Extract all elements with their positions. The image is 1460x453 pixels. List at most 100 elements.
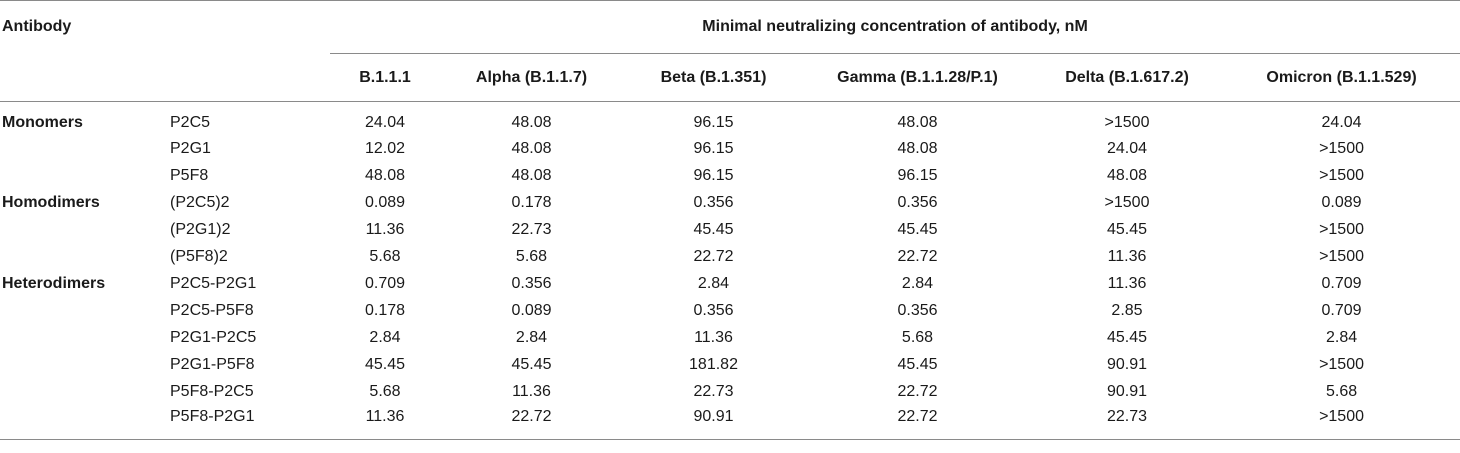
concentration-cell: 11.36: [365, 220, 405, 238]
concentration-cell: 48.08: [511, 139, 552, 157]
concentration-cell: 2.84: [515, 328, 548, 346]
group-label: [0, 216, 168, 243]
antibody-name: P2C5: [170, 113, 211, 131]
header-row-top: Antibody Minimal neutralizing concentrat…: [0, 0, 1460, 54]
group-label: [0, 297, 168, 324]
concentration-cell: 22.72: [897, 382, 938, 400]
concentration-cell: 96.15: [693, 139, 734, 157]
concentration-cell: >1500: [1104, 113, 1150, 131]
concentration-cell: 11.36: [1107, 274, 1147, 292]
table-row: P2G1 12.02 48.08 96.15 48.08 24.04 >1500: [0, 135, 1460, 162]
table-row: P2C5-P5F8 0.178 0.089 0.356 0.356 2.85 0.709: [0, 297, 1460, 324]
concentration-cell: 0.178: [364, 301, 406, 319]
group-label: Heterodimers: [2, 274, 106, 292]
concentration-cell: 0.089: [364, 193, 406, 211]
antibody-name: P2G1-P5F8: [170, 355, 255, 373]
concentration-cell: 45.45: [897, 220, 938, 238]
concentration-cell: 0.709: [1321, 274, 1362, 292]
concentration-cell: 90.91: [623, 405, 804, 440]
concentration-cell: 5.68: [369, 382, 401, 400]
variant-header: B.1.1.1: [330, 53, 440, 102]
concentration-cell: 22.73: [511, 220, 552, 238]
group-label: [0, 378, 168, 405]
concentration-cell: 45.45: [693, 220, 734, 238]
antibody-name: (P2C5)2: [170, 193, 230, 211]
table-row: P5F8-P2G1 11.36 22.72 90.91 22.72 22.73 >1500: [0, 405, 1460, 440]
concentration-cell: >1500: [1223, 405, 1460, 440]
concentration-cell: 0.709: [364, 274, 406, 292]
variant-header: Alpha (B.1.1.7): [440, 53, 623, 102]
concentration-cell: 45.45: [1106, 220, 1148, 238]
concentration-cell: 48.08: [897, 113, 938, 131]
concentration-cell: 45.45: [364, 355, 406, 373]
table-row: (P2G1)2 11.36 22.73 45.45 45.45 45.45 >1500: [0, 216, 1460, 243]
group-label: [0, 324, 168, 351]
table-row: P5F8-P2C5 5.68 11.36 22.73 22.72 90.91 5.68: [0, 378, 1460, 405]
concentration-cell: 24.04: [1321, 113, 1362, 131]
antibody-name: P2C5-P5F8: [170, 301, 254, 319]
concentration-cell: 96.15: [897, 166, 938, 184]
antibody-name: P5F8-P2G1: [168, 405, 330, 440]
concentration-cell: 0.356: [511, 274, 552, 292]
table-row: Heterodimers P2C5-P2G1 0.709 0.356 2.84 2.84 1…: [0, 270, 1460, 297]
table-row: Homodimers (P2C5)2 0.089 0.178 0.356 0.356 >15…: [0, 189, 1460, 216]
concentration-cell: 22.72: [897, 247, 938, 265]
group-label: Homodimers: [2, 193, 100, 211]
concentration-cell: 48.08: [897, 139, 938, 157]
concentration-cell: 96.15: [693, 113, 734, 131]
concentration-cell: 22.73: [693, 382, 734, 400]
concentration-cell: 0.709: [1321, 301, 1362, 319]
variant-header: Beta (B.1.351): [623, 53, 804, 102]
concentration-cell: 11.36: [1107, 247, 1147, 265]
concentration-cell: 45.45: [1106, 328, 1148, 346]
concentration-cell: 2.84: [901, 274, 934, 292]
group-label: [0, 405, 168, 440]
table-row: Monomers P2C5 24.04 48.08 96.15 48.08 >1500 24.…: [0, 102, 1460, 136]
concentration-cell: 0.356: [693, 301, 734, 319]
group-label: [0, 243, 168, 270]
concentration-cell: 12.02: [364, 139, 406, 157]
concentration-cell: 0.356: [897, 193, 938, 211]
antibody-name: P2G1-P2C5: [170, 328, 257, 346]
concentration-cell: 22.72: [804, 405, 1031, 440]
table-row: P2G1-P5F8 45.45 45.45 181.82 45.45 90.91 >1500: [0, 351, 1460, 378]
variant-header: Delta (B.1.617.2): [1031, 53, 1223, 102]
concentration-cell: 24.04: [1106, 139, 1148, 157]
antibody-name: P2C5-P2G1: [170, 274, 257, 292]
antibody-name: P5F8-P2C5: [170, 382, 254, 400]
concentration-cell: 5.68: [515, 247, 548, 265]
group-label: Monomers: [2, 113, 83, 131]
group-label: [0, 135, 168, 162]
concentration-cell: 22.72: [693, 247, 734, 265]
concentration-cell: 11.36: [512, 382, 551, 400]
concentration-cell: >1500: [1319, 139, 1364, 157]
concentration-cell: 2.84: [369, 328, 401, 346]
concentration-cell: 0.356: [897, 301, 938, 319]
concentration-cell: 48.08: [364, 166, 406, 184]
concentration-cell: >1500: [1319, 247, 1364, 265]
concentration-cell: 90.91: [1106, 382, 1148, 400]
header-row-variants: B.1.1.1 Alpha (B.1.1.7) Beta (B.1.351) G…: [0, 53, 1460, 102]
concentration-cell: 24.04: [364, 113, 406, 131]
concentration-cell: 45.45: [897, 355, 938, 373]
concentration-cell: 2.84: [1325, 328, 1358, 346]
antibody-name: (P5F8)2: [170, 247, 228, 265]
concentration-cell: 90.91: [1106, 355, 1148, 373]
concentration-cell: 0.089: [511, 301, 552, 319]
concentration-cell: 96.15: [693, 166, 734, 184]
table-row: P5F8 48.08 48.08 96.15 96.15 48.08 >1500: [0, 162, 1460, 189]
concentration-cell: 5.68: [369, 247, 401, 265]
concentration-cell: >1500: [1104, 193, 1150, 211]
antibody-name: P2G1: [170, 139, 211, 157]
concentration-cell: 5.68: [1325, 382, 1358, 400]
concentration-cell: 11.36: [694, 328, 733, 346]
concentration-cell: >1500: [1319, 355, 1364, 373]
concentration-cell: 22.72: [440, 405, 623, 440]
concentration-cell: 0.178: [511, 193, 552, 211]
antibody-name: P5F8: [170, 166, 209, 184]
concentration-cell: 48.08: [511, 113, 552, 131]
variant-header: Gamma (B.1.1.28/P.1): [804, 53, 1031, 102]
neutralization-table: Antibody Minimal neutralizing concentrat…: [0, 0, 1460, 440]
antibody-name: (P2G1)2: [170, 220, 231, 238]
concentration-cell: 2.84: [697, 274, 730, 292]
